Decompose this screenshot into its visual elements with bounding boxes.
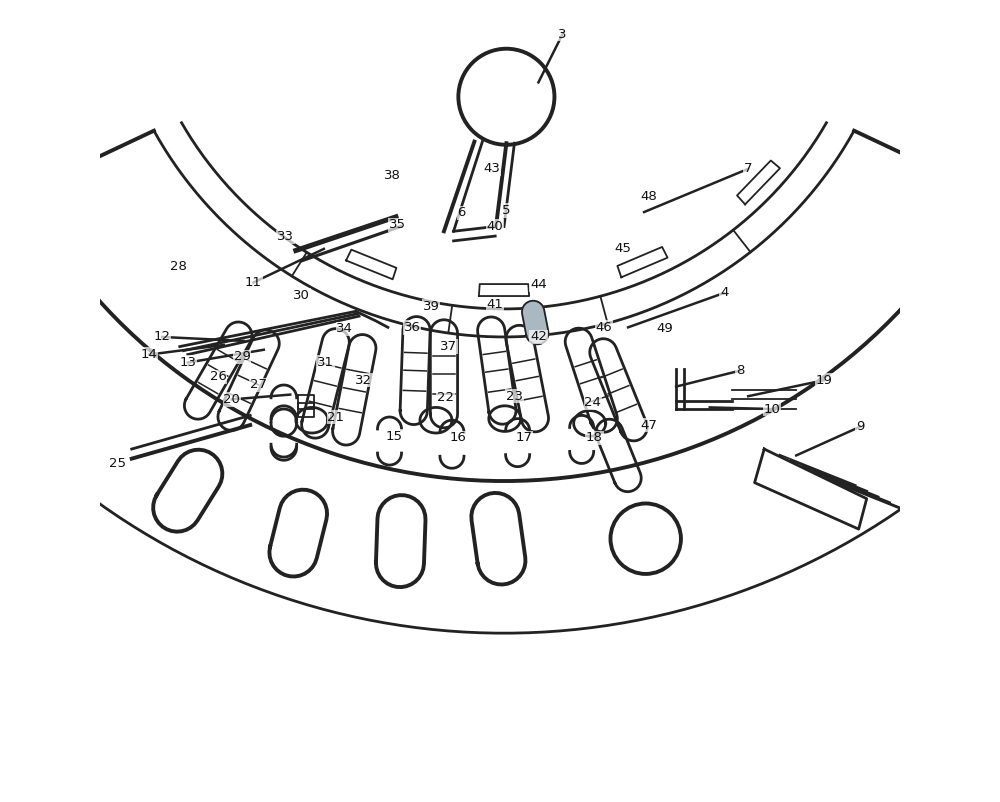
Text: 26: 26 [210, 371, 227, 383]
Text: 45: 45 [615, 242, 632, 255]
Text: 16: 16 [450, 431, 467, 444]
Polygon shape [471, 493, 525, 585]
Polygon shape [565, 328, 617, 432]
Text: 11: 11 [245, 276, 262, 289]
Text: 15: 15 [386, 430, 403, 443]
Text: 37: 37 [440, 340, 457, 353]
Text: 3: 3 [558, 28, 567, 41]
Text: 18: 18 [586, 431, 603, 444]
Text: 14: 14 [141, 348, 158, 361]
Text: 46: 46 [596, 321, 612, 334]
Text: 36: 36 [403, 321, 420, 334]
Polygon shape [333, 334, 376, 445]
Polygon shape [376, 495, 425, 587]
Polygon shape [596, 419, 641, 492]
Text: 20: 20 [223, 393, 240, 406]
Polygon shape [302, 329, 349, 438]
Text: 27: 27 [250, 379, 267, 391]
Text: 5: 5 [502, 204, 511, 217]
Text: 43: 43 [484, 162, 500, 176]
Polygon shape [269, 490, 327, 577]
Polygon shape [218, 330, 279, 431]
Text: 17: 17 [516, 431, 533, 444]
Text: 44: 44 [530, 278, 547, 291]
Text: 32: 32 [355, 374, 372, 387]
Circle shape [610, 504, 681, 574]
Text: 48: 48 [641, 189, 657, 203]
Text: 7: 7 [744, 162, 752, 176]
Polygon shape [153, 450, 222, 532]
Text: 9: 9 [856, 420, 864, 433]
Text: 40: 40 [487, 220, 504, 233]
Text: 24: 24 [584, 396, 601, 409]
Polygon shape [506, 326, 549, 431]
Polygon shape [590, 338, 647, 441]
Text: 23: 23 [506, 390, 523, 403]
Text: 22: 22 [437, 391, 454, 404]
Polygon shape [400, 317, 430, 424]
Text: 28: 28 [170, 260, 187, 273]
Text: 21: 21 [327, 411, 344, 423]
Text: 47: 47 [640, 419, 657, 431]
Text: 10: 10 [764, 403, 781, 415]
Text: 12: 12 [154, 330, 171, 343]
Text: 6: 6 [457, 206, 466, 220]
Text: 29: 29 [234, 350, 251, 363]
Text: 4: 4 [720, 286, 728, 299]
Text: 38: 38 [384, 168, 401, 182]
Text: 34: 34 [336, 322, 353, 335]
Text: 49: 49 [657, 322, 673, 335]
Polygon shape [478, 317, 516, 424]
Text: 8: 8 [736, 364, 744, 377]
Text: 13: 13 [179, 356, 196, 369]
Text: 41: 41 [487, 298, 504, 311]
Text: 30: 30 [293, 289, 310, 302]
Text: 35: 35 [389, 218, 406, 231]
Text: 42: 42 [530, 330, 547, 343]
Text: 31: 31 [317, 356, 334, 369]
Text: 19: 19 [816, 374, 833, 387]
Text: 25: 25 [109, 457, 126, 470]
Polygon shape [522, 301, 548, 344]
Polygon shape [184, 322, 252, 419]
Text: 39: 39 [423, 300, 440, 313]
Polygon shape [430, 320, 458, 427]
Text: 33: 33 [277, 230, 294, 243]
